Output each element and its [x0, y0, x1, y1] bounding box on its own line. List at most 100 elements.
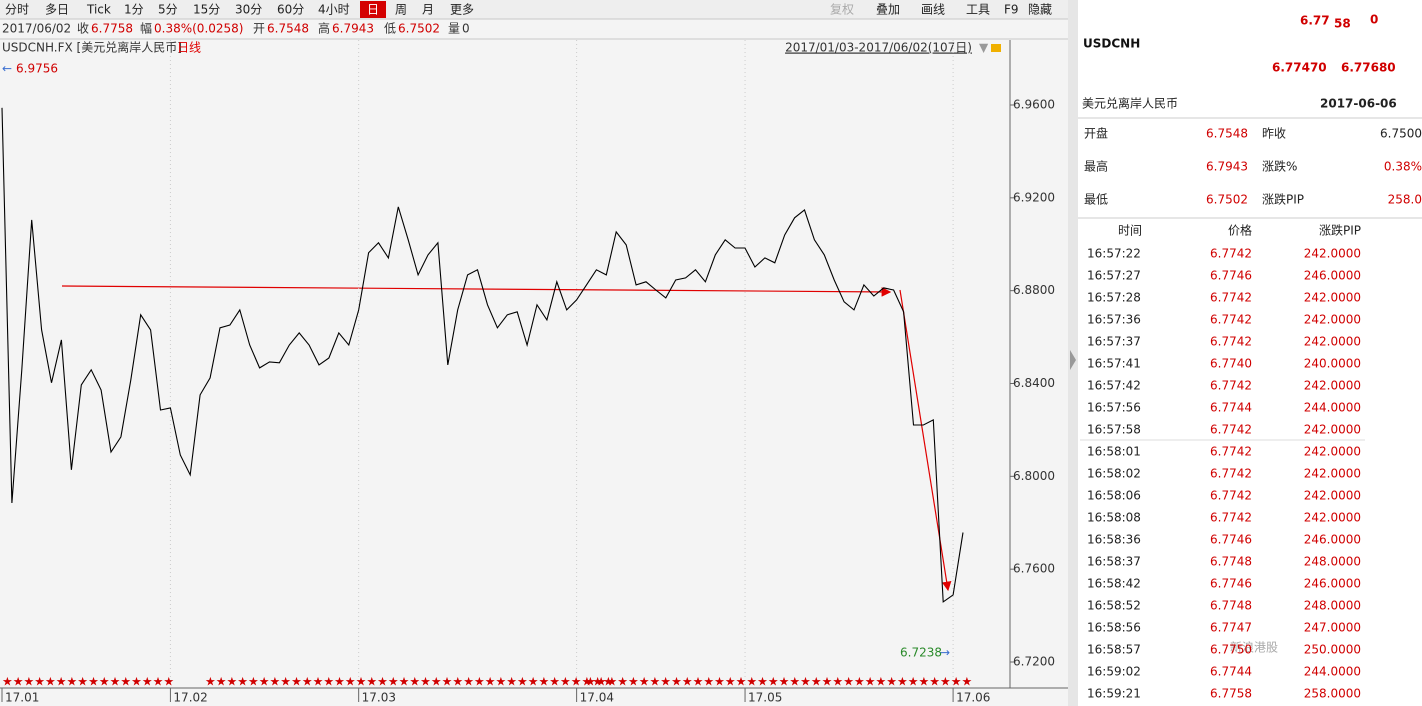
tick-price: 6.7746	[1210, 269, 1252, 283]
x-tick-label: 17.04	[580, 691, 614, 705]
price-line	[1, 107, 964, 603]
quote-value: 6.7943	[332, 22, 374, 36]
tick-time: 16:58:57	[1087, 643, 1141, 657]
stat-label: 涨跌%	[1262, 159, 1297, 174]
tick-time: 16:59:02	[1087, 665, 1141, 679]
quote-label: 收	[77, 22, 89, 36]
min-label: 6.7238	[900, 646, 942, 660]
tick-change: 242.0000	[1304, 489, 1361, 503]
tick-time: 16:57:28	[1087, 291, 1141, 305]
period-button[interactable]: Tick	[86, 3, 111, 17]
tick-time: 16:57:42	[1087, 379, 1141, 393]
tick-change: 258.0000	[1304, 687, 1361, 701]
period-button[interactable]: 月	[422, 3, 434, 17]
tool-button[interactable]: 工具	[966, 3, 990, 17]
quote-value: 6.7758	[91, 22, 133, 36]
quote-date: 2017-06-06	[1320, 97, 1397, 111]
price-tail: 0	[1370, 13, 1378, 27]
tool-button[interactable]: F9	[1004, 3, 1019, 17]
period-button[interactable]: 5分	[158, 3, 178, 17]
tool-button[interactable]: 画线	[921, 3, 945, 17]
period-button[interactable]: 60分	[277, 3, 304, 17]
tick-price: 6.7742	[1210, 335, 1252, 349]
lock-icon[interactable]	[991, 44, 1001, 52]
tick-change: 240.0000	[1304, 357, 1361, 371]
period-button[interactable]: 4小时	[318, 3, 350, 17]
tick-change: 242.0000	[1304, 335, 1361, 349]
watermark: 新浪港股	[1230, 640, 1278, 655]
period-button[interactable]: 多日	[45, 3, 69, 17]
tick-change: 242.0000	[1304, 423, 1361, 437]
stat-value: 6.7500	[1380, 127, 1422, 141]
tick-change: 244.0000	[1304, 665, 1361, 679]
period-button[interactable]: 日	[367, 3, 379, 17]
period-button[interactable]: 分时	[5, 3, 29, 17]
event-markers: ★★★	[940, 675, 972, 689]
tick-price: 6.7747	[1210, 621, 1252, 635]
table-header: 时间	[1118, 224, 1142, 238]
tick-time: 16:57:41	[1087, 357, 1141, 371]
y-tick-label: 6.7600	[1013, 562, 1055, 576]
tick-change: 242.0000	[1304, 511, 1361, 525]
tick-price: 6.7742	[1210, 511, 1252, 525]
tool-button[interactable]: 叠加	[876, 3, 900, 17]
tool-button[interactable]: 隐藏	[1028, 3, 1052, 17]
period-button[interactable]: 更多	[450, 3, 474, 17]
x-tick-label: 17.01	[5, 691, 39, 705]
period-button[interactable]: 周	[395, 3, 407, 17]
tick-change: 247.0000	[1304, 621, 1361, 635]
chart-title: USDCNH.FX [美元兑离岸人民币]	[2, 40, 182, 55]
max-label: 6.9756	[16, 61, 58, 75]
tick-change: 242.0000	[1304, 467, 1361, 481]
active-period-bg	[360, 1, 386, 18]
table-header: 价格	[1228, 223, 1252, 238]
stat-value: 6.7502	[1206, 193, 1248, 207]
tick-change: 242.0000	[1304, 379, 1361, 393]
event-markers: ★★★★★★★★★★★★★★★★★★★★★★★★★★★★★★★★★★★★★★	[205, 675, 614, 689]
event-markers: ★★★★★★★★★★★★★★★★	[2, 675, 174, 689]
stat-value: 6.7943	[1206, 160, 1248, 174]
stat-value: 258.0	[1388, 193, 1422, 207]
quote-value: 0	[462, 22, 470, 36]
period-button[interactable]: 30分	[235, 3, 262, 17]
tick-price: 6.7742	[1210, 489, 1252, 503]
tick-time: 16:58:42	[1087, 577, 1141, 591]
tick-price: 6.7742	[1210, 247, 1252, 261]
chart-subtitle: 日线	[177, 41, 201, 55]
stat-value: 0.38%	[1384, 160, 1422, 174]
tick-change: 244.0000	[1304, 401, 1361, 415]
tool-button[interactable]: 复权	[830, 3, 854, 17]
tick-time: 16:57:56	[1087, 401, 1141, 415]
tick-price: 6.7742	[1210, 467, 1252, 481]
tick-change: 250.0000	[1304, 643, 1361, 657]
tick-change: 242.0000	[1304, 445, 1361, 459]
quote-value: 6.7502	[398, 22, 440, 36]
range-label[interactable]: 2017/01/03-2017/06/02(107日)	[785, 41, 972, 55]
max-arrow: ←	[2, 61, 12, 75]
splitter-arrow[interactable]	[1070, 350, 1076, 370]
quote-label: 低	[384, 22, 396, 36]
period-button[interactable]: 1分	[124, 3, 144, 17]
y-tick-label: 6.8400	[1013, 376, 1055, 390]
tick-change: 246.0000	[1304, 577, 1361, 591]
tick-change: 246.0000	[1304, 269, 1361, 283]
tick-time: 16:58:36	[1087, 533, 1141, 547]
tick-time: 16:57:37	[1087, 335, 1141, 349]
tick-price: 6.7742	[1210, 423, 1252, 437]
ask: 6.77680	[1341, 61, 1396, 75]
tick-price: 6.7740	[1210, 357, 1252, 371]
quote-label: 开	[253, 22, 265, 36]
tick-time: 16:57:27	[1087, 269, 1141, 283]
splitter[interactable]	[1068, 0, 1078, 706]
tick-time: 16:59:21	[1087, 687, 1141, 701]
dropdown-icon[interactable]: ▼	[979, 41, 989, 55]
tick-time: 16:57:58	[1087, 423, 1141, 437]
quote-label: 高	[318, 21, 330, 36]
period-button[interactable]: 15分	[193, 3, 220, 17]
tick-price: 6.7748	[1210, 555, 1252, 569]
tick-change: 246.0000	[1304, 533, 1361, 547]
trend-line	[61, 285, 892, 297]
tick-price: 6.7744	[1210, 665, 1252, 679]
stat-label: 最高	[1084, 159, 1108, 174]
event-markers: ★★★★★★★★★★★★★★★★★★★★★★★★★★★★★★★★★	[585, 675, 940, 689]
